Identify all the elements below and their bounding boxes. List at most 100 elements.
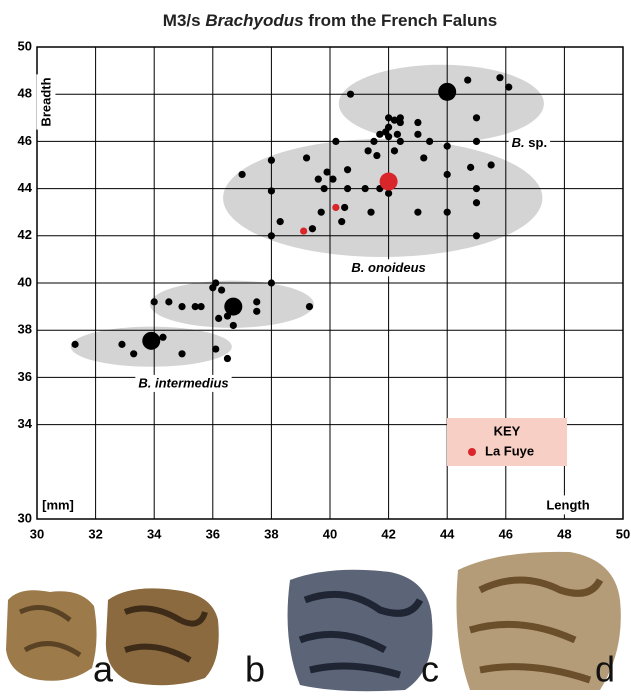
y-tick-label: 50 [18,38,32,53]
specimen-point [444,143,451,150]
photo-letter: d [595,649,615,690]
specimen-point [444,209,451,216]
specimen-point [391,147,398,154]
specimen-point [224,355,231,362]
specimen-point [397,138,404,145]
specimen-point [165,298,172,305]
specimen-point [197,303,204,310]
x-tick-label: 44 [440,526,455,541]
specimen-point [253,298,260,305]
specimen-point [151,298,158,305]
specimen-point [277,218,284,225]
specimen-point [496,74,503,81]
specimen-point [309,225,316,232]
specimen-point [323,168,330,175]
specimen-point [268,232,275,239]
specimen-point [303,154,310,161]
specimen-point [130,350,137,357]
specimen-point [473,138,480,145]
specimen-point [426,138,433,145]
y-tick-label: 46 [18,133,32,148]
photo-letter: a [93,649,114,690]
specimen-point [473,114,480,121]
specimen-point [118,341,125,348]
specimen-point [321,185,328,192]
x-tick-label: 50 [616,526,630,541]
specimen-point [268,279,275,286]
tooth-photo [106,588,219,685]
x-tick-label: 34 [147,526,162,541]
title-part: Brachyodus [205,11,303,30]
specimen-point [178,303,185,310]
specimen-point [397,114,404,121]
x-tick-label: 36 [206,526,220,541]
legend-marker [468,448,476,456]
y-tick-label: 44 [18,180,33,195]
specimen-point [212,345,219,352]
specimen-point [420,154,427,161]
specimen-point [473,199,480,206]
specimen-point [414,119,421,126]
group-label: B. sp. [512,135,547,150]
specimen-point [344,185,351,192]
photo-letter: b [245,649,265,690]
title-part: M3/s [163,11,206,30]
specimen-point [464,76,471,83]
specimen-point [212,279,219,286]
specimen-point [385,124,392,131]
specimen-point [341,204,348,211]
y-axis-title: Breadth [38,77,53,126]
specimen-point [394,131,401,138]
specimen-point [373,152,380,159]
specimen-point [318,209,325,216]
chart-title: M3/s Brachyodus from the French Faluns [163,11,497,30]
specimen-point [473,232,480,239]
specimen-point [306,303,313,310]
group-label-part: B. intermedius [138,376,228,391]
mean-point [438,83,456,101]
mean-point [380,173,398,191]
y-tick-label: 38 [18,322,32,337]
x-axis-title: Length [546,497,589,512]
mean-point [224,298,242,316]
specimen-point [367,209,374,216]
x-tick-label: 30 [30,526,44,541]
specimen-point [473,185,480,192]
la-fuye-point [332,204,339,211]
specimen-point [505,84,512,91]
specimen-point [414,209,421,216]
specimen-point [338,218,345,225]
group-label-part: B. [512,135,525,150]
y-tick-label: 40 [18,274,32,289]
y-tick-label: 42 [18,227,32,242]
la-fuye-point [300,227,307,234]
mean-point [142,332,160,350]
x-tick-label: 48 [557,526,571,541]
specimen-point [268,187,275,194]
unit-label: [mm] [42,497,74,512]
page: 3032343638404244464850303436384042444648… [0,0,631,694]
specimen-point [362,185,369,192]
legend-label: La Fuye [485,443,534,458]
x-tick-label: 46 [499,526,513,541]
group-label-part: B. onoideus [351,260,425,275]
specimen-point [444,171,451,178]
specimen-point [239,171,246,178]
photo-letter: c [421,649,439,690]
specimen-point [215,315,222,322]
specimen-point [268,157,275,164]
y-tick-label: 30 [18,510,32,525]
specimen-point [315,176,322,183]
specimen-point [218,286,225,293]
specimen-point [414,131,421,138]
x-tick-label: 32 [88,526,102,541]
specimen-point [329,176,336,183]
tooth-photo [288,570,433,691]
specimen-point [385,190,392,197]
y-tick-label: 34 [18,416,33,431]
specimen-point [332,138,339,145]
specimen-point [178,350,185,357]
specimen-point [344,166,351,173]
group-label: B. intermedius [138,376,228,391]
x-tick-label: 42 [381,526,395,541]
